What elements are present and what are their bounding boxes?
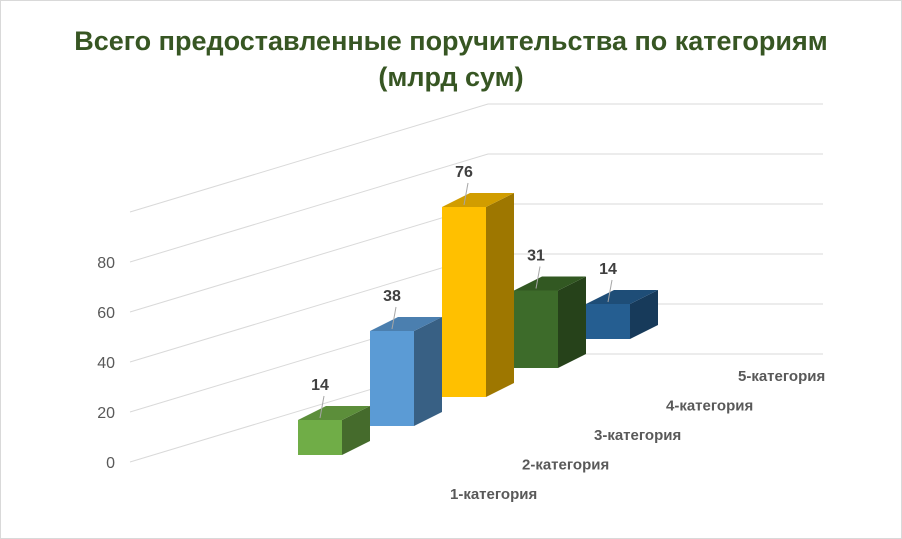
chart-title-line2: (млрд сум) (378, 62, 524, 92)
data-label-4: 31 (527, 248, 545, 265)
bar-5 (586, 290, 658, 339)
chart-title: Всего предоставленные поручительства по … (1, 23, 901, 95)
data-labels: 14 31 76 38 14 (311, 164, 617, 419)
data-label-leader (463, 182, 469, 206)
bar-front (586, 304, 630, 339)
data-label-leader (535, 266, 541, 289)
bar-top (514, 276, 586, 291)
gridline-80 (129, 153, 823, 263)
bar-front (442, 207, 486, 397)
bar-side (342, 406, 370, 455)
y-axis-ticks: 0 20 40 60 80 (97, 255, 115, 472)
data-label-leader (391, 306, 397, 330)
bar-2 (370, 317, 442, 426)
bar-top (442, 193, 514, 207)
bar-4 (514, 276, 586, 368)
bar-side (486, 193, 514, 397)
data-label-3: 76 (455, 164, 473, 181)
y-tick-label: 40 (97, 355, 115, 372)
bar-top (586, 290, 658, 304)
category-label-5: 5-категория (738, 368, 825, 385)
bar-3 (442, 193, 514, 397)
category-labels: 1-категория 2-категория 3-категория 4-катег… (450, 368, 825, 503)
bar-side (414, 317, 442, 426)
y-tick-label: 20 (97, 405, 115, 422)
data-label-1: 14 (311, 377, 329, 394)
data-label-2: 38 (383, 288, 401, 305)
data-label-5: 14 (599, 261, 617, 278)
bar-top (370, 317, 442, 331)
category-label-3: 3-категория (594, 427, 681, 444)
bar-front (514, 290, 558, 368)
y-tick-label: 80 (97, 255, 115, 272)
category-label-2: 2-категория (522, 457, 609, 474)
category-label-4: 4-категория (666, 398, 753, 415)
bar-front (370, 331, 414, 426)
data-label-leader (607, 279, 613, 303)
bar-side (630, 290, 658, 339)
bar-top (298, 406, 370, 420)
bar-front (298, 420, 342, 455)
y-tick-label: 0 (106, 455, 115, 472)
chart-title-line1: Всего предоставленные поручительства по … (74, 26, 828, 56)
bar-side (558, 276, 586, 368)
bar-1 (298, 406, 370, 455)
category-label-1: 1-категория (450, 486, 537, 503)
gridline-100 (129, 103, 823, 213)
data-label-leader (319, 395, 325, 419)
y-tick-label: 60 (97, 305, 115, 322)
bars (298, 193, 658, 455)
